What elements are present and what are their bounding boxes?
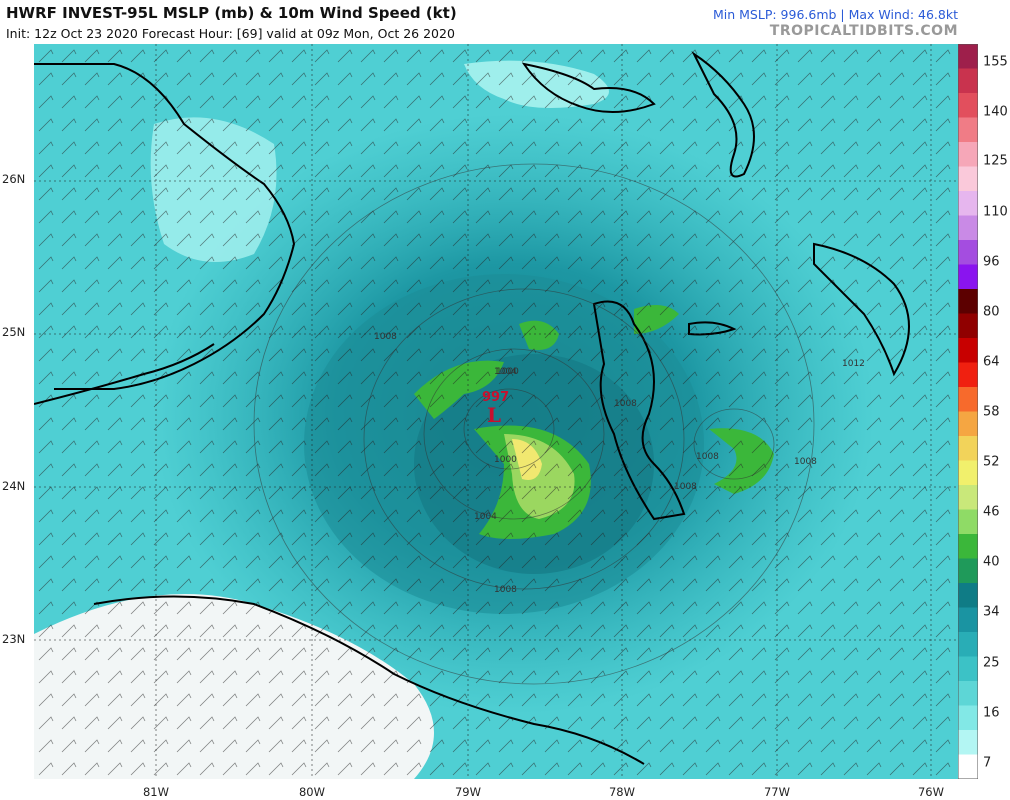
colorbar-swatch — [958, 313, 978, 339]
isobar-label: 1008 — [494, 585, 517, 595]
abaco-island — [691, 51, 755, 178]
grand-bahama — [521, 62, 656, 114]
isobar-label: 1000 — [494, 455, 517, 465]
colorbar-label: 140 — [983, 104, 1008, 120]
lat-label: 23N — [2, 632, 26, 646]
gridlines — [34, 44, 958, 779]
isobar-label: 1008 — [374, 332, 397, 342]
colorbar-label: 155 — [983, 54, 1008, 70]
colorbar-swatch — [958, 656, 978, 682]
colorbar-label: 7 — [983, 755, 992, 771]
lon-label: 77W — [763, 785, 791, 799]
colorbar-label: 125 — [983, 153, 1008, 169]
isobar-label: 1008 — [614, 399, 637, 409]
colorbar-swatch — [958, 68, 978, 94]
isobar-label: 1004 — [494, 367, 517, 377]
colorbar-swatch — [958, 607, 978, 633]
isobars — [253, 163, 815, 685]
map-title: HWRF INVEST-95L MSLP (mb) & 10m Wind Spe… — [6, 4, 457, 22]
low-pressure-value: 997 — [482, 390, 509, 405]
colorbar-swatch — [958, 240, 978, 265]
colorbar-swatch — [958, 289, 978, 314]
colorbar-label: 110 — [983, 204, 1008, 220]
colorbar-swatch — [958, 730, 978, 755]
new-providence — [688, 321, 737, 336]
header: HWRF INVEST-95L MSLP (mb) & 10m Wind Spe… — [0, 0, 1010, 44]
lon-label: 79W — [454, 785, 482, 799]
eleuthera — [813, 242, 910, 377]
colorbar-label: 25 — [983, 655, 1000, 671]
lon-label: 78W — [608, 785, 636, 799]
colorbar-swatch — [958, 632, 978, 657]
florida-coastline — [34, 63, 296, 390]
colorbar-swatch — [958, 215, 978, 241]
colorbar-label: 16 — [983, 705, 1000, 721]
colorbar-swatch — [958, 509, 978, 535]
cuba-coastline — [93, 595, 645, 765]
colorbar-swatch — [958, 166, 978, 192]
lat-label: 26N — [2, 172, 26, 186]
isobar-label: 1012 — [842, 359, 865, 369]
colorbar-label: 46 — [983, 504, 1000, 520]
florida-keys — [34, 343, 215, 405]
site-credit: TROPICALTIDBITS.COM — [769, 23, 958, 39]
wind-map: 1008 1004 1000 1008 1008 1008 1008 1012 … — [34, 44, 958, 779]
colorbar-swatch — [958, 558, 978, 584]
colorbar-swatch — [958, 436, 978, 461]
colorbar-swatch — [958, 44, 978, 69]
colorbar-swatch — [958, 264, 978, 290]
colorbar-swatch — [958, 681, 978, 706]
lon-label: 80W — [298, 785, 326, 799]
colorbar-swatch — [958, 387, 978, 412]
colorbar-label: 58 — [983, 404, 1000, 420]
colorbar-swatch — [958, 754, 978, 779]
low-pressure-symbol: L — [487, 403, 501, 427]
lon-label: 81W — [142, 785, 170, 799]
lat-label: 25N — [2, 325, 26, 339]
colorbar-label: 64 — [983, 354, 1000, 370]
wind-speed-colorbar — [958, 44, 978, 779]
lat-label: 24N — [2, 479, 26, 493]
colorbar-swatch — [958, 411, 978, 437]
colorbar-swatch — [958, 460, 978, 486]
colorbar-swatch — [958, 705, 978, 731]
colorbar-label: 96 — [983, 254, 1000, 270]
isobar-label: 1004 — [474, 512, 497, 522]
isobar-label: 1008 — [794, 457, 817, 467]
colorbar-label: 34 — [983, 604, 1000, 620]
colorbar-label: 80 — [983, 304, 1000, 320]
colorbar-swatch — [958, 534, 978, 559]
isobar-label: 1008 — [696, 452, 719, 462]
colorbar-swatch — [958, 191, 978, 216]
lon-label: 76W — [917, 785, 945, 799]
colorbar-swatch — [958, 362, 978, 388]
colorbar-swatch — [958, 485, 978, 510]
colorbar-swatch — [958, 93, 978, 118]
colorbar-swatch — [958, 142, 978, 167]
colorbar-label: 52 — [983, 454, 1000, 470]
colorbar-swatch — [958, 117, 978, 143]
map-subtitle: Init: 12z Oct 23 2020 Forecast Hour: [69… — [6, 26, 455, 41]
colorbar-swatch — [958, 583, 978, 608]
min-mslp-max-wind: Min MSLP: 996.6mb | Max Wind: 46.8kt — [712, 7, 958, 22]
andros-island — [592, 300, 686, 521]
isobar-label: 1000 — [496, 367, 519, 377]
colorbar-label: 40 — [983, 554, 1000, 570]
colorbar-swatch — [958, 338, 978, 363]
